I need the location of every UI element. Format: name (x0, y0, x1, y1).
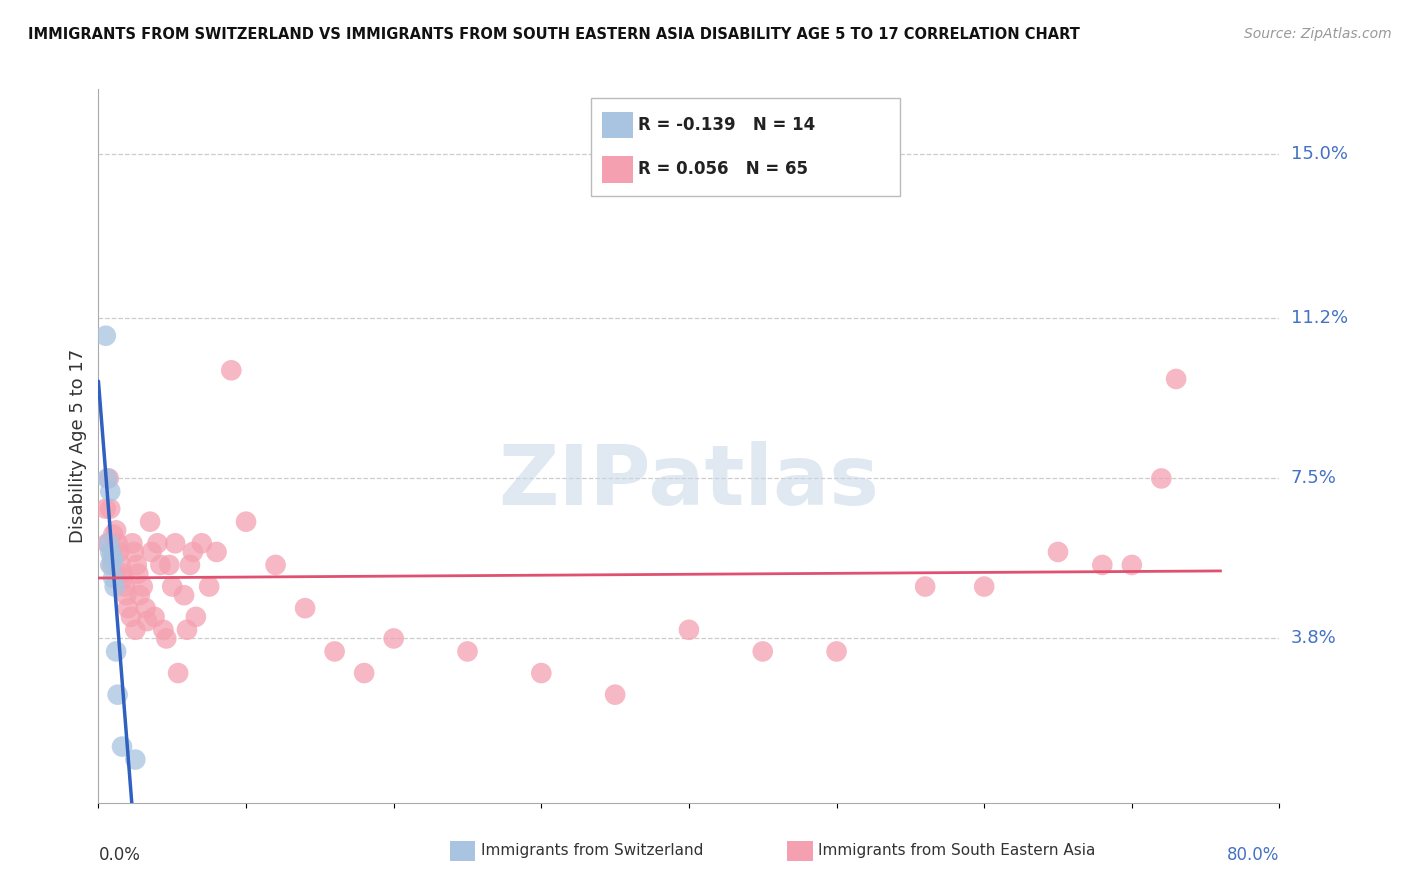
Point (98, 558, 121, 572)
Point (103, 527, 125, 541)
Point (103, 553, 125, 567)
Point (146, 536, 169, 550)
Point (127, 566, 149, 581)
Point (914, 580, 936, 594)
Text: 80.0%: 80.0% (1227, 846, 1279, 863)
Point (139, 515, 162, 529)
Point (176, 623, 198, 637)
Point (98, 484, 121, 499)
Point (117, 601, 139, 615)
Point (1164, 372, 1187, 386)
Text: 3.8%: 3.8% (1291, 630, 1336, 648)
Point (1121, 558, 1143, 572)
Point (100, 549, 122, 564)
Point (120, 610, 142, 624)
Point (678, 623, 700, 637)
Point (111, 566, 134, 581)
Point (219, 363, 242, 377)
Point (141, 545, 163, 559)
Point (124, 623, 146, 637)
Text: R = 0.056   N = 65: R = 0.056 N = 65 (638, 161, 808, 178)
Point (105, 644, 128, 658)
Point (112, 571, 135, 585)
Text: Immigrants from South Eastern Asia: Immigrants from South Eastern Asia (818, 844, 1095, 858)
Point (135, 601, 157, 615)
Point (114, 580, 136, 594)
Point (121, 536, 143, 550)
Point (108, 545, 131, 559)
Point (125, 558, 148, 572)
Point (128, 588, 150, 602)
Point (132, 580, 155, 594)
Point (157, 558, 180, 572)
Text: 7.5%: 7.5% (1291, 469, 1337, 487)
Point (181, 545, 204, 559)
Text: 15.0%: 15.0% (1291, 145, 1347, 163)
Point (143, 610, 166, 624)
Point (105, 524, 128, 538)
Point (94, 328, 117, 343)
Point (353, 666, 375, 681)
Text: IMMIGRANTS FROM SWITZERLAND VS IMMIGRANTS FROM SOUTH EASTERN ASIA DISABILITY AGE: IMMIGRANTS FROM SWITZERLAND VS IMMIGRANT… (28, 27, 1080, 42)
Point (97, 471, 120, 485)
Point (100, 558, 122, 572)
Point (382, 632, 405, 646)
Point (136, 614, 159, 628)
Point (165, 536, 187, 550)
Point (167, 666, 190, 681)
Point (605, 688, 627, 702)
Point (104, 580, 127, 594)
Point (191, 536, 214, 550)
Point (825, 644, 848, 658)
Point (111, 739, 134, 754)
Point (155, 632, 177, 646)
Point (456, 644, 478, 658)
Text: Source: ZipAtlas.com: Source: ZipAtlas.com (1244, 27, 1392, 41)
Point (751, 644, 773, 658)
Point (96, 471, 118, 485)
Point (530, 666, 553, 681)
Point (149, 558, 172, 572)
Point (162, 580, 183, 594)
Point (103, 571, 125, 585)
Text: R = -0.139   N = 14: R = -0.139 N = 14 (638, 116, 815, 134)
Point (235, 515, 257, 529)
Point (198, 580, 221, 594)
Text: 11.2%: 11.2% (1291, 310, 1348, 327)
Text: ZIPatlas: ZIPatlas (499, 442, 879, 522)
Point (122, 545, 145, 559)
Point (96, 536, 118, 550)
Point (1091, 558, 1114, 572)
Point (98, 545, 121, 559)
Text: Immigrants from Switzerland: Immigrants from Switzerland (481, 844, 703, 858)
Y-axis label: Disability Age 5 to 17: Disability Age 5 to 17 (69, 349, 87, 543)
Point (110, 558, 132, 572)
Point (1150, 471, 1173, 485)
Text: 0.0%: 0.0% (98, 846, 141, 863)
Point (179, 558, 201, 572)
Point (173, 588, 195, 602)
Point (124, 753, 146, 767)
Point (973, 580, 995, 594)
Point (205, 545, 228, 559)
Point (97, 536, 120, 550)
Point (323, 644, 346, 658)
Point (184, 610, 207, 624)
Point (264, 558, 287, 572)
Point (98, 501, 121, 516)
Point (1046, 545, 1069, 559)
Point (107, 688, 129, 702)
Point (107, 536, 129, 550)
Point (294, 601, 316, 615)
Point (115, 588, 138, 602)
Point (103, 545, 125, 559)
Point (94, 501, 117, 516)
Point (152, 623, 174, 637)
